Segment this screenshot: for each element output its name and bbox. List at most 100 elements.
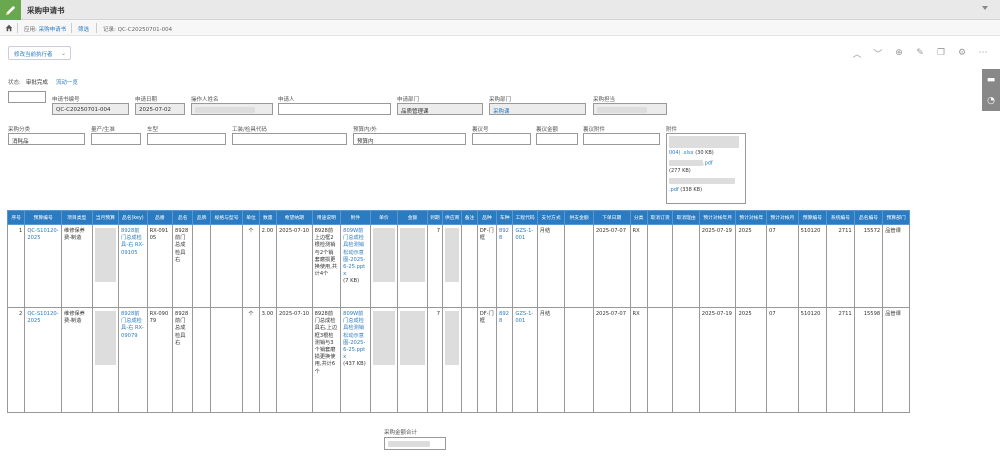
cell-type: 维修保养费-制造 bbox=[61, 224, 93, 308]
cell-cls: RX bbox=[629, 224, 648, 308]
flow-list-link[interactable]: 流动一览 bbox=[55, 80, 78, 86]
column-header[interactable]: 希望纳期 bbox=[275, 210, 313, 225]
home-icon[interactable] bbox=[5, 24, 13, 32]
req-dept-label: 申请部门 bbox=[397, 97, 420, 103]
column-header[interactable]: 序号 bbox=[6, 210, 26, 225]
cell-pay: 月结 bbox=[536, 307, 566, 413]
redacted-block bbox=[400, 311, 425, 365]
cell-month-budget bbox=[91, 224, 120, 308]
attachment-item: 004) .xlsx (30 KB) bbox=[669, 150, 714, 156]
req-no-label: 申请书编号 bbox=[52, 97, 80, 103]
cell-cancel bbox=[646, 224, 674, 308]
column-header[interactable]: 预算编号 bbox=[24, 210, 62, 225]
edit-icon[interactable]: ✎ bbox=[916, 48, 924, 58]
tool-code-field[interactable] bbox=[232, 133, 347, 145]
column-header[interactable]: 用途说明 bbox=[311, 210, 342, 225]
cell-budget-no[interactable]: QC-S10120-2025 bbox=[24, 224, 62, 308]
cell-car[interactable]: 8928 bbox=[496, 224, 514, 308]
cell-kind: DF-门框 bbox=[476, 307, 498, 413]
cell-name-key[interactable]: 8928前门总成检具-右 RX-09105 bbox=[118, 224, 148, 308]
column-header[interactable]: 预计对帐月 bbox=[766, 210, 799, 225]
column-header[interactable]: 品番 bbox=[146, 210, 174, 225]
copy-icon[interactable]: ❐ bbox=[936, 48, 946, 58]
column-header[interactable]: 车种 bbox=[496, 210, 514, 225]
column-header[interactable]: 品名编号 bbox=[853, 210, 884, 225]
column-header[interactable]: 预算编号 bbox=[797, 210, 828, 225]
car-type-field[interactable] bbox=[147, 133, 226, 145]
req-date-field: 2025-07-02 bbox=[135, 103, 185, 115]
attachment-link[interactable]: 809W前门总成检具检测销松动示意图-2025-6-25.pptx bbox=[343, 228, 366, 278]
cell-attach[interactable]: 809W前门总成检具检测销松动示意图-2025-6-25.pptx (437 KB… bbox=[340, 307, 371, 413]
cell-attach[interactable]: 809W前门总成检具检测销松动示意图-2025-6-25.pptx (7 KB) bbox=[340, 224, 371, 308]
cell-due: 2025-07-10 bbox=[275, 307, 313, 413]
operator-label: 操作人姓名 bbox=[191, 97, 219, 103]
cell-eng-code[interactable]: GZS-1-001 bbox=[512, 224, 538, 308]
applicant-field[interactable] bbox=[278, 103, 391, 115]
record-toolbar: ︿ ﹀ ⊕ ✎ ❐ ⚙ ⋯ bbox=[852, 46, 988, 60]
column-header[interactable]: 项目类型 bbox=[61, 210, 93, 225]
attachment-link[interactable]: 809W前门总成检具检测销松动示意图-2025-6-25.pptx bbox=[343, 311, 366, 361]
column-header[interactable]: 数量 bbox=[258, 210, 277, 225]
column-header[interactable]: 附件 bbox=[340, 210, 371, 225]
add-icon[interactable]: ⊕ bbox=[895, 48, 903, 58]
attachment-link[interactable]: 004) .xlsx bbox=[669, 150, 694, 156]
column-header[interactable]: 品名(key) bbox=[118, 210, 148, 225]
cell-name-no: 15598 bbox=[853, 307, 884, 413]
cell-car[interactable]: 8928 bbox=[496, 307, 514, 413]
table-row[interactable]: 2 QC-S10120-2025 维修保养费-制造 8928前门总成检具-右 RX-0… bbox=[6, 307, 910, 413]
column-header[interactable]: 预算部门 bbox=[882, 210, 910, 225]
column-header[interactable]: 下单日期 bbox=[592, 210, 631, 225]
category-label: 采购分类 bbox=[8, 127, 31, 133]
column-header[interactable]: 品种 bbox=[476, 210, 498, 225]
mass-field[interactable] bbox=[91, 133, 141, 145]
cell-cls: RX bbox=[629, 307, 648, 413]
column-header[interactable]: 工程代码 bbox=[512, 210, 538, 225]
title-dropdown-icon[interactable] bbox=[982, 6, 988, 10]
change-executor-button[interactable]: 修改当前执行者 ⌄ bbox=[8, 46, 71, 60]
next-record-icon[interactable]: ﹀ bbox=[873, 49, 883, 60]
column-header[interactable]: 取消理由 bbox=[672, 210, 700, 225]
column-header[interactable]: 分类 bbox=[629, 210, 648, 225]
column-header[interactable]: 支付方式 bbox=[536, 210, 566, 225]
history-icon[interactable]: ◔ bbox=[987, 95, 995, 106]
column-header[interactable]: 供支金额 bbox=[564, 210, 594, 225]
attachment-link[interactable]: .pdf bbox=[703, 160, 713, 167]
meeting-amt-field[interactable] bbox=[536, 133, 578, 145]
table-row[interactable]: 1 QC-S10120-2025 维修保养费-制造 8928前门总成检具-右 RX-0… bbox=[6, 224, 910, 308]
cell-budget-no[interactable]: QC-S10120-2025 bbox=[24, 307, 62, 413]
column-header[interactable]: 规格与型号 bbox=[209, 210, 244, 225]
column-header[interactable]: 取消订货 bbox=[646, 210, 674, 225]
column-header[interactable]: 系统编号 bbox=[826, 210, 855, 225]
column-header[interactable]: 备注 bbox=[461, 210, 478, 225]
gear-icon[interactable]: ⚙ bbox=[957, 48, 967, 58]
budget-field[interactable]: 预算内 bbox=[353, 133, 466, 145]
cell-eng-code[interactable]: GZS-1-001 bbox=[512, 307, 538, 413]
column-header[interactable]: 品牌 bbox=[192, 210, 211, 225]
cell-cancel bbox=[646, 307, 674, 413]
more-icon[interactable]: ⋯ bbox=[978, 48, 988, 58]
breadcrumb-filter-link[interactable]: 筛选 bbox=[78, 27, 90, 33]
empty-field[interactable] bbox=[8, 91, 46, 103]
column-header[interactable]: 单价 bbox=[369, 210, 399, 225]
chevron-down-icon: ⌄ bbox=[60, 50, 66, 57]
purchase-dept-field[interactable]: 采购课 bbox=[489, 103, 586, 115]
column-header[interactable]: 预计对帐年月 bbox=[698, 210, 737, 225]
column-header[interactable]: 品名 bbox=[172, 210, 194, 225]
column-header[interactable]: 供应商 bbox=[442, 210, 463, 225]
column-header[interactable]: 到期 bbox=[426, 210, 444, 225]
breadcrumb-app-link[interactable]: 采购申请书 bbox=[38, 27, 67, 33]
previous-record-icon[interactable]: ︿ bbox=[852, 49, 862, 60]
applicant-label: 申请人 bbox=[278, 97, 295, 103]
comment-icon[interactable]: ▬ bbox=[986, 74, 996, 85]
meeting-no-field[interactable] bbox=[472, 133, 531, 145]
column-header[interactable]: 金额 bbox=[397, 210, 428, 225]
column-header[interactable]: 单位 bbox=[242, 210, 260, 225]
column-header[interactable]: 当月预算 bbox=[91, 210, 120, 225]
attachment-link[interactable]: .pdf bbox=[669, 186, 679, 193]
cell-part-no: RX-09105 bbox=[146, 224, 174, 308]
cell-name-key[interactable]: 8928前门总成检具-右 RX-09079 bbox=[118, 307, 148, 413]
attachment-item: .pdf (277 KB) bbox=[669, 160, 713, 174]
meeting-att-field[interactable] bbox=[583, 133, 660, 145]
column-header[interactable]: 预计对帐年 bbox=[735, 210, 768, 225]
category-field[interactable]: 消耗品 bbox=[8, 133, 85, 145]
